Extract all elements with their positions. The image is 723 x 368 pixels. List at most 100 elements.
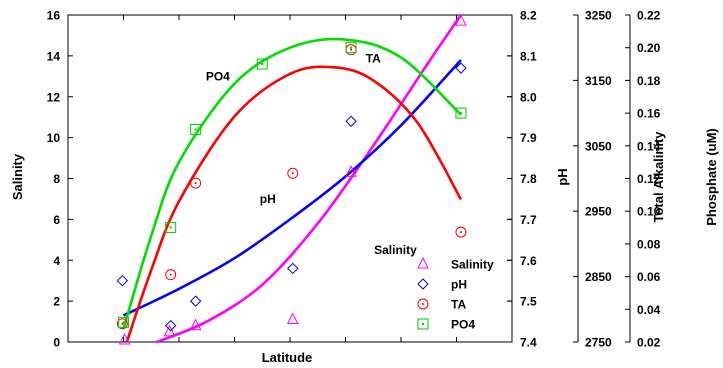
tick-labels: 0 2 4 6 8 10 12 14 16 7.4 7.5 7.6 7.7 7.8 7.9 8.0 8.1 8.2… (47, 9, 661, 350)
salinity-point (163, 324, 176, 337)
trend-curves (122, 14, 463, 344)
ph-tick-label: 8.0 (520, 90, 537, 104)
legend-marker-po4 (417, 318, 429, 330)
ta-point-dot (350, 48, 353, 51)
total_alkalinity-tick-label: 2950 (585, 205, 612, 219)
annotation-ta: TA (366, 52, 381, 66)
phosphate-tick-label: 0.02 (637, 336, 661, 350)
salinity-point (455, 14, 467, 26)
po4-point (345, 42, 357, 54)
ph-point (287, 262, 299, 275)
phosphate-tick-label: 0.16 (637, 107, 661, 121)
po4-point-box (190, 123, 202, 135)
salinity-tick-label: 2 (53, 295, 60, 309)
ta-point-ring (455, 226, 467, 238)
ph-tick-label: 7.7 (520, 213, 537, 227)
ph-tick-label: 7.4 (520, 336, 537, 350)
phosphate-tick-label: 0.20 (637, 41, 661, 55)
salinity-tick-label: 4 (53, 254, 60, 268)
po4-point-box (118, 316, 129, 328)
po4-point (165, 222, 177, 234)
phosphate-tick-label: 0.12 (637, 172, 661, 186)
salinity-point (189, 318, 202, 331)
salinity-trend-curve (156, 14, 463, 344)
tick-marks (68, 14, 631, 343)
ph-point (345, 115, 357, 127)
ph-point (164, 319, 177, 332)
data-markers (116, 14, 467, 345)
total_alkalinity-tick-label: 2850 (585, 270, 612, 284)
curve-annotations: PO4 TA pH Salinity (206, 52, 417, 257)
ph-tick-label: 7.5 (520, 295, 537, 309)
ph-point (189, 295, 202, 307)
ph-tick-label: 8.2 (520, 9, 537, 23)
annotation-po4: PO4 (206, 69, 230, 83)
legend-marker-ph (417, 278, 429, 290)
ph-point (116, 274, 129, 287)
po4-point-dot (350, 46, 353, 49)
annotation-salinity: Salinity (374, 243, 417, 257)
phosphate-tick-label: 0.08 (637, 237, 661, 251)
phosphate-tick-label: 0.06 (637, 270, 661, 284)
legend-marker-po4-box (417, 318, 429, 330)
po4-point-dot (459, 112, 462, 115)
x-axis-label: Latitude (262, 350, 313, 365)
ta-point-dot (459, 231, 462, 234)
po4-point-dot (194, 128, 197, 131)
po4-point-box (345, 42, 357, 54)
salinity-axis-label: Salinity (10, 153, 25, 200)
total_alkalinity-tick-label: 3050 (585, 139, 612, 153)
salinity-point (286, 312, 299, 325)
po4-point (455, 107, 467, 119)
ph-point (455, 62, 467, 74)
legend-label-ph: pH (451, 278, 467, 292)
ph-tick-label: 7.9 (520, 131, 537, 145)
legend: Salinity pH TA PO4 (417, 256, 494, 332)
salinity-tick-label: 10 (47, 131, 61, 145)
legend-marker-salinity (417, 256, 429, 269)
ta-point-ring (165, 269, 177, 281)
ta-point-dot (291, 172, 294, 175)
phosphate-axis-label: Phosphate (uM) (704, 128, 719, 226)
salinity-tick-label: 14 (47, 49, 61, 63)
po4-point-dot (122, 321, 125, 324)
po4-trend-curve (122, 37, 462, 330)
ta-point (455, 226, 467, 238)
ta-point-dot (169, 273, 172, 276)
phosphate-tick-label: 0.10 (637, 205, 661, 219)
po4-point-box (165, 222, 177, 234)
legend-marker-po4-dot (422, 323, 424, 325)
salinity-tick-label: 16 (47, 9, 61, 23)
po4-point-box (455, 107, 467, 119)
po4-point-dot (169, 226, 172, 229)
ta-point (287, 167, 299, 179)
ta-point-ring (287, 167, 299, 179)
legend-marker-ta-dot (422, 303, 424, 305)
phosphate-tick-label: 0.18 (637, 74, 661, 88)
legend-label-salinity: Salinity (451, 258, 494, 272)
total-alkalinity-axis-label: Total Alkalinity (651, 131, 666, 223)
salinity-tick-label: 0 (53, 336, 60, 350)
po4-point (118, 316, 129, 328)
po4-point (256, 58, 268, 70)
ta-point (190, 177, 202, 189)
legend-marker-ta (417, 298, 429, 310)
ph-tick-label: 7.8 (520, 172, 537, 186)
salinity-tick-label: 12 (47, 90, 61, 104)
ta-point (165, 269, 177, 281)
ta-point-ring (190, 177, 202, 189)
phosphate-tick-label: 0.14 (637, 139, 661, 153)
salinity-tick-label: 8 (53, 172, 60, 186)
total_alkalinity-tick-label: 3250 (585, 9, 612, 23)
po4-point-box (256, 58, 268, 70)
legend-marker-ta-ring (417, 298, 429, 310)
phosphate-tick-label: 0.04 (637, 303, 661, 317)
ph-tick-label: 7.6 (520, 254, 537, 268)
ph-axis-label: pH (555, 168, 570, 185)
total_alkalinity-tick-label: 2750 (585, 336, 612, 350)
ta-point-dot (194, 182, 197, 185)
salinity-point (118, 332, 131, 345)
salinity-point (345, 165, 357, 177)
legend-label-ta: TA (451, 298, 466, 312)
